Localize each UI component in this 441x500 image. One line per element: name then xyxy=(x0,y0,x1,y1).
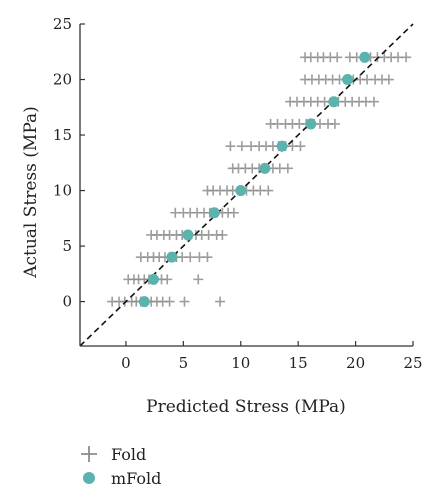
fold-point xyxy=(202,252,213,263)
mfold-point xyxy=(342,74,354,86)
axis-labels: Predicted Stress (MPa) Actual Stress (MP… xyxy=(21,106,346,417)
y-tick-label: 20 xyxy=(53,71,72,89)
legend-item-mfold: mFold xyxy=(83,469,161,488)
legend-item-fold: Fold xyxy=(81,445,146,464)
x-tick-label: 5 xyxy=(179,354,189,372)
fold-point xyxy=(217,229,228,240)
y-axis-title: Actual Stress (MPa) xyxy=(21,106,41,279)
fold-point xyxy=(401,52,412,63)
fold-point xyxy=(295,141,306,152)
mfold-point xyxy=(235,185,247,197)
fold-point xyxy=(179,296,190,307)
fold-point xyxy=(162,274,173,285)
mfold-point xyxy=(138,296,150,308)
y-tick-label: 25 xyxy=(53,15,72,33)
mfold-point xyxy=(276,140,288,152)
fold-point xyxy=(228,207,239,218)
fold-point xyxy=(368,96,379,107)
mfold-point xyxy=(359,51,371,63)
legend-circle-marker xyxy=(83,472,95,484)
x-tick-label: 25 xyxy=(403,354,422,372)
x-tick-label: 0 xyxy=(121,354,131,372)
fold-point xyxy=(193,274,204,285)
fold-point xyxy=(215,296,226,307)
legend-plus-marker xyxy=(81,446,97,462)
fold-point xyxy=(236,141,247,152)
mfold-point xyxy=(328,96,340,108)
y-tick-label: 0 xyxy=(62,293,72,311)
fold-point xyxy=(282,163,293,174)
legend-label-mfold: mFold xyxy=(111,469,161,488)
fold-point xyxy=(263,185,274,196)
fold-point xyxy=(329,118,340,129)
y-tick-label: 10 xyxy=(53,182,72,200)
mfold-point xyxy=(166,251,178,263)
mfold-point xyxy=(305,118,317,130)
fold-point xyxy=(332,52,343,63)
legend-label-fold: Fold xyxy=(111,445,146,464)
mfold-point xyxy=(259,162,271,174)
reference-diagonal-line xyxy=(79,23,414,347)
fold-point xyxy=(383,74,394,85)
y-tick-label: 5 xyxy=(62,237,72,255)
legend: Fold mFold xyxy=(81,445,161,488)
fold-point xyxy=(164,296,175,307)
fold-point xyxy=(185,252,196,263)
x-tick-label: 20 xyxy=(346,354,365,372)
mfold-point xyxy=(208,207,220,219)
mfold-point xyxy=(182,229,194,241)
y-tick-label: 15 xyxy=(53,126,72,144)
x-axis-title: Predicted Stress (MPa) xyxy=(146,397,346,417)
x-tick-label: 15 xyxy=(289,354,308,372)
plot-marks xyxy=(79,23,414,347)
axes: 0 5 10 15 20 25 0 5 10 15 20 25 xyxy=(53,15,423,372)
mfold-point xyxy=(147,273,159,285)
x-tick-label: 10 xyxy=(231,354,250,372)
fold-point xyxy=(225,141,236,152)
